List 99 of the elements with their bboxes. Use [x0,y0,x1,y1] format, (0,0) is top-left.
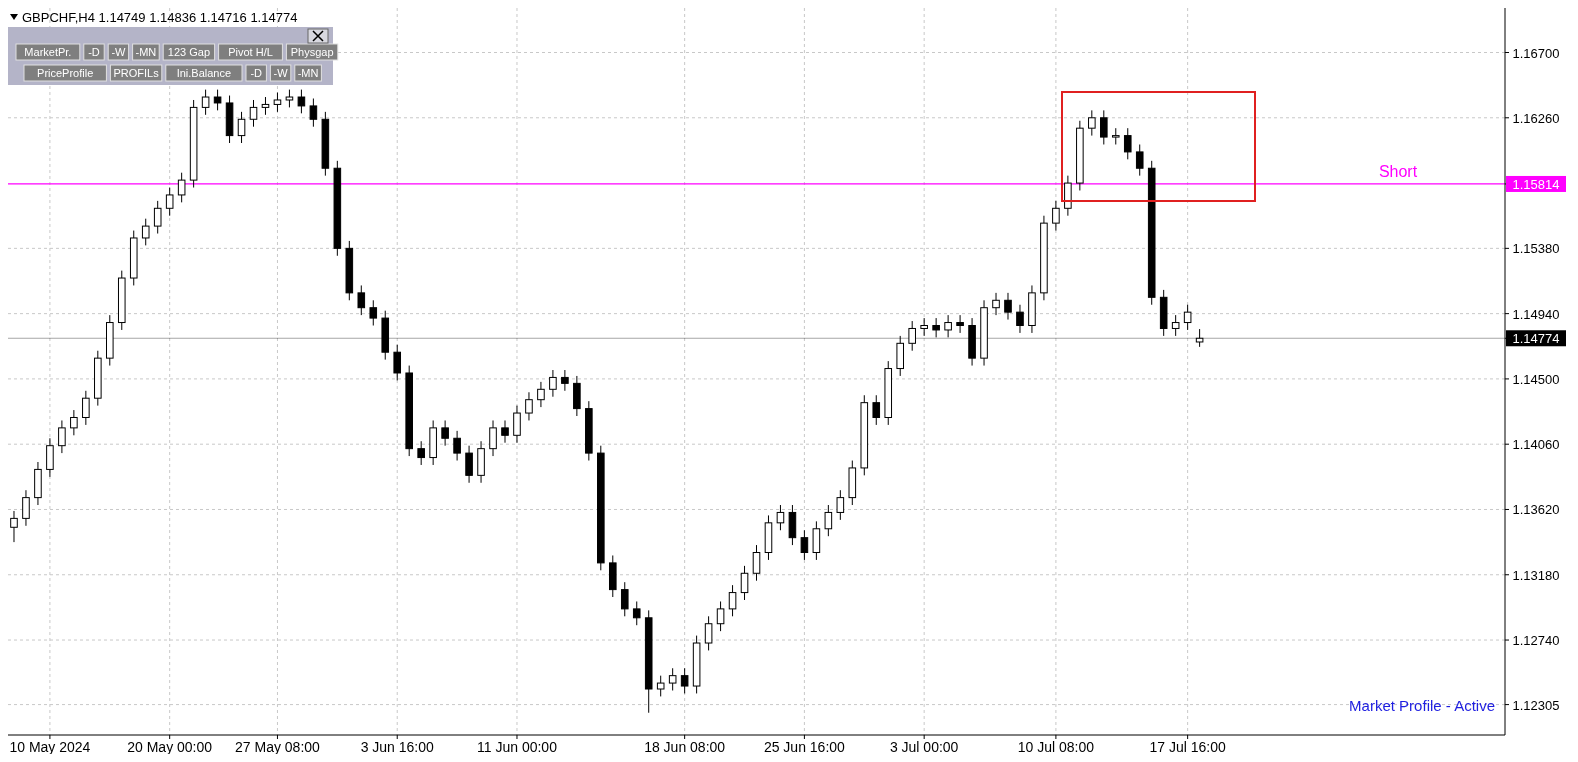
x-tick-label: 20 May 00:00 [127,739,213,755]
candlestick [465,445,473,484]
candlestick [489,419,497,457]
annotation: -D [250,67,263,79]
x-tick-label: 11 Jun 00:00 [477,739,558,755]
y-tick-label: 1.14940 [1512,306,1560,322]
candlestick [680,667,689,694]
candlestick [441,419,449,447]
candlestick [273,92,282,113]
candlestick [297,89,306,114]
x-tick-label: 10 May 2024 [9,739,91,755]
candlestick [561,369,569,392]
y-tick-label: 1.12740 [1512,633,1560,649]
candlestick [513,405,521,444]
x-tick-label: 27 May 08:00 [235,739,321,755]
candlestick [1123,127,1132,160]
annotation: PROFILs [113,67,160,79]
annotation: Physgap [290,46,334,58]
candlestick [836,489,845,521]
x-tick-label: 3 Jun 16:00 [360,739,435,755]
candlestick [46,437,54,478]
candlestick [1088,109,1096,137]
annotation: Ini.Balance [176,67,232,79]
candlestick [824,504,833,537]
candlestick [872,394,881,426]
annotation: -MN [297,67,319,79]
candlestick [549,369,557,398]
candlestick [1052,200,1060,232]
candlestick [237,111,246,144]
ref-line-label: Short [1378,162,1418,180]
annotation: Market Profile - Active [1349,697,1495,714]
y-tick-label: 1.15380 [1512,241,1560,257]
candlestick [704,615,713,651]
annotation: MarketPr. [24,46,72,58]
candlestick [357,284,366,316]
candlestick [1135,144,1144,177]
candlestick [752,544,761,582]
y-tick-label: 1.15814 [1512,176,1560,192]
annotation: -MN [135,46,157,58]
candlestick [369,299,378,327]
y-tick-label: 1.13620 [1512,502,1560,518]
y-tick-label: 1.13180 [1512,567,1560,583]
x-tick-label: 10 Jul 08:00 [1017,739,1095,755]
candlestick [776,504,785,531]
candlestick [70,409,78,436]
annotation: -W [273,67,289,79]
candlestick [417,440,425,466]
candlestick [141,218,150,246]
y-tick-label: 1.14060 [1512,437,1560,453]
candlestick [908,320,916,352]
candlestick [728,584,737,617]
candlestick [632,600,641,626]
candlestick [58,419,66,454]
x-tick-label: 25 Jun 16:00 [763,739,846,755]
annotation: Pivot H/L [228,46,273,58]
candlestick [153,200,162,235]
candlestick [213,89,222,111]
annotation: PriceProfile [37,67,94,79]
candlestick [165,187,174,217]
y-tick-label: 1.14774 [1512,331,1560,347]
y-tick-label: 1.12305 [1512,697,1560,713]
candlestick [992,292,1000,316]
annotation: -D [88,46,100,58]
candlestick [716,600,725,632]
candlestick [82,390,90,426]
candlestick [956,314,964,334]
candlestick [393,344,402,381]
candlestick [309,98,318,128]
candlestick [1100,109,1108,145]
candlestick [1004,292,1012,321]
y-tick-label: 1.14500 [1512,371,1560,387]
candlestick [620,581,629,617]
candlestick [1183,304,1192,331]
candlestick [10,510,18,543]
candlestick [800,529,809,561]
x-tick-label: 3 Jul 00:00 [889,739,959,755]
candlestick [501,419,509,444]
candlestick [1016,304,1024,334]
candlestick [932,317,940,338]
chart-title: GBPCHF,H4 1.14749 1.14836 1.14716 1.14774 [22,10,298,25]
candlestick [453,430,461,462]
y-tick-label: 1.16260 [1512,110,1560,126]
candlestick [525,391,533,421]
candlestick [537,381,545,408]
candlestick [22,489,30,527]
candlestick [1171,314,1180,337]
candlestick [944,314,952,338]
annotation: -W [111,46,127,58]
x-tick-label: 17 Jul 16:00 [1149,739,1226,755]
x-tick-label: 18 Jun 08:00 [644,739,726,755]
candlestick [668,667,677,691]
candlestick [249,99,258,128]
candlestick [656,675,665,697]
candlestick [812,520,821,561]
candlestick [177,172,186,203]
candlestick [740,565,749,601]
y-tick-label: 1.16700 [1512,45,1560,61]
candlestick [201,89,210,116]
annotation: 123 Gap [167,46,210,58]
